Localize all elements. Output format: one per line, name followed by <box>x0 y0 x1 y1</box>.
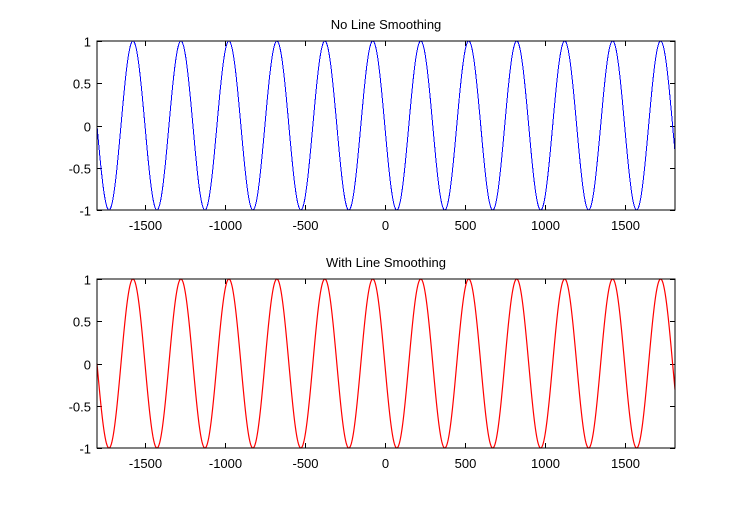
data-line <box>96 40 676 211</box>
y-tick-label: -1 <box>79 204 91 219</box>
y-axis-ticks: 1 0.5 0 -0.5 -1 <box>69 35 675 219</box>
y-tick-label: 1 <box>84 35 91 50</box>
x-tick-label: -1500 <box>129 218 162 233</box>
x-tick-label: 0 <box>382 456 389 471</box>
y-axis-ticks: 1 0.5 0 -0.5 -1 <box>69 273 675 457</box>
y-tick-label: 1 <box>84 273 91 288</box>
axes-with-line-smoothing: With Line Smoothing -1500 -1000 -500 0 500 10… <box>69 255 676 471</box>
axes-frame <box>96 278 676 449</box>
x-tick-label: -1000 <box>209 456 242 471</box>
y-tick-label: 0.5 <box>73 77 91 92</box>
y-tick-label: -0.5 <box>69 400 91 415</box>
plot-title: With Line Smoothing <box>326 255 446 270</box>
x-tick-label: 1000 <box>531 218 560 233</box>
x-tick-label: -500 <box>292 456 318 471</box>
x-tick-label: 1500 <box>611 218 640 233</box>
axes-no-line-smoothing: No Line Smoothing -1500 -1000 -500 0 500 1000… <box>69 17 676 233</box>
x-axis-ticks: -1500 -1000 -500 0 500 1000 1500 <box>129 279 640 471</box>
x-axis-ticks: -1500 -1000 -500 0 500 1000 1500 <box>129 41 640 233</box>
y-tick-label: 0.5 <box>73 315 91 330</box>
x-tick-label: 500 <box>455 218 477 233</box>
y-tick-label: 0 <box>84 358 91 373</box>
x-tick-label: 0 <box>382 218 389 233</box>
plot-title: No Line Smoothing <box>331 17 442 32</box>
data-line <box>96 278 676 449</box>
x-tick-label: 1000 <box>531 456 560 471</box>
axes-frame <box>96 40 676 211</box>
x-tick-label: -1000 <box>209 218 242 233</box>
x-tick-label: -500 <box>292 218 318 233</box>
x-tick-label: 1500 <box>611 456 640 471</box>
y-tick-label: 0 <box>84 120 91 135</box>
y-tick-label: -1 <box>79 442 91 457</box>
y-tick-label: -0.5 <box>69 162 91 177</box>
x-tick-label: -1500 <box>129 456 162 471</box>
x-tick-label: 500 <box>455 456 477 471</box>
